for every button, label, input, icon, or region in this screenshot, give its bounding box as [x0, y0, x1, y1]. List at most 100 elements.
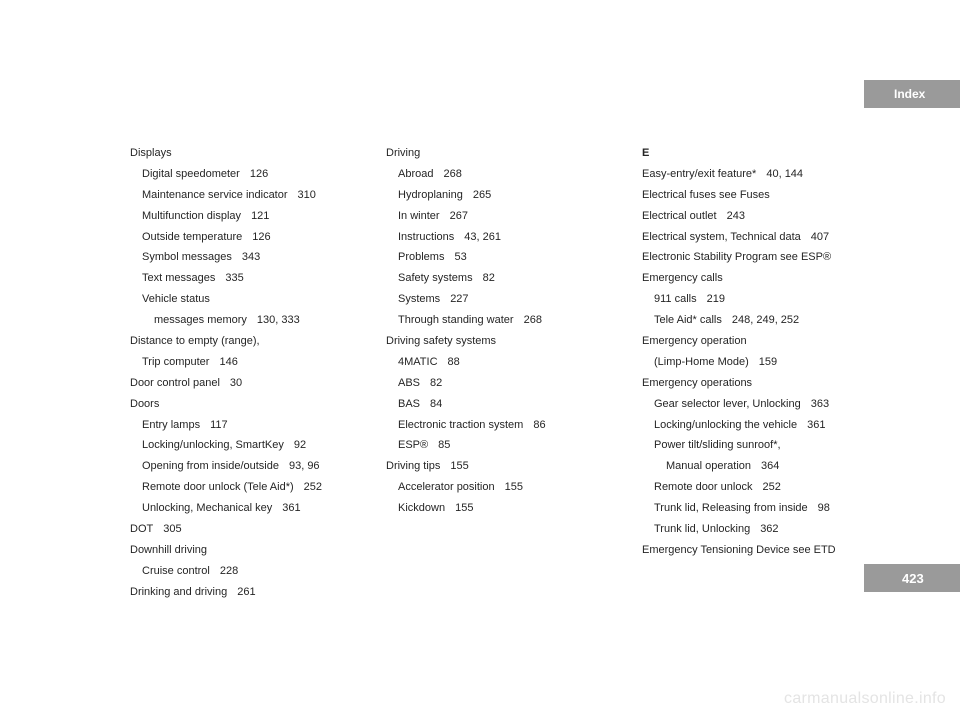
index-page-ref: 30 [230, 377, 242, 389]
index-term: Electrical outlet [642, 210, 717, 222]
index-page-ref: 92 [294, 439, 306, 451]
index-entry: Electronic Stability Program see ESP® [642, 247, 864, 268]
index-term: Manual operation [666, 460, 751, 472]
index-term: BAS [398, 398, 420, 410]
index-entry: Doors [130, 394, 352, 415]
index-page-ref: 130, 333 [257, 314, 300, 326]
index-term: Emergency operation [642, 335, 747, 347]
index-term: 911 calls [654, 293, 697, 305]
page-number-badge: 423 [864, 564, 960, 592]
index-term: Driving tips [386, 460, 440, 472]
index-entry: Text messages335 [130, 268, 352, 289]
index-page-ref: 146 [219, 356, 237, 368]
index-entry: ESP® 85 [386, 435, 608, 456]
index-page-ref: 126 [250, 168, 268, 180]
index-page-ref: 252 [304, 481, 322, 493]
index-term: ESP® [398, 439, 428, 451]
index-page-ref: 248, 249, 252 [732, 314, 799, 326]
index-entry: Digital speedometer126 [130, 164, 352, 185]
index-entry: Driving safety systems [386, 331, 608, 352]
index-entry: Door control panel 30 [130, 373, 352, 394]
index-entry: Emergency calls [642, 268, 864, 289]
index-term: Outside temperature [142, 231, 242, 243]
index-term: Electrical system, Technical data [642, 231, 801, 243]
index-page-ref: 155 [455, 502, 473, 514]
index-page-ref: 93, 96 [289, 460, 320, 472]
index-page-ref: 155 [505, 481, 523, 493]
index-entry: Systems 227 [386, 289, 608, 310]
index-term: Electrical fuses see Fuses [642, 189, 770, 201]
index-term: Locking/unlocking, SmartKey [142, 439, 284, 451]
index-term: Instructions [398, 231, 454, 243]
index-term: Text messages [142, 272, 215, 284]
index-term: ABS [398, 377, 420, 389]
index-entry: Electrical system, Technical data 407 [642, 227, 864, 248]
index-page-ref: 43, 261 [464, 231, 501, 243]
index-entry: 911 calls 219 [642, 289, 864, 310]
index-term: Maintenance service indicator [142, 189, 288, 201]
index-page-ref: 363 [811, 398, 829, 410]
index-term: Vehicle status [142, 293, 210, 305]
index-entry: ABS82 [386, 373, 608, 394]
index-columns: DisplaysDigital speedometer126 Maintenanc… [130, 143, 864, 603]
index-term: Emergency calls [642, 272, 723, 284]
index-term: Easy-entry/exit feature* [642, 168, 756, 180]
index-term: Multifunction display [142, 210, 241, 222]
index-entry: Displays [130, 143, 352, 164]
index-entry: Symbol messages343 [130, 247, 352, 268]
index-entry: Tele Aid* calls 248, 249, 252 [642, 310, 864, 331]
index-entry: Remote door unlock (Tele Aid*) 252 [130, 477, 352, 498]
index-term: Remote door unlock (Tele Aid*) [142, 481, 294, 493]
index-column-2: DrivingAbroad268Hydroplaning265In winter… [386, 143, 608, 603]
index-page-ref: 121 [251, 210, 269, 222]
index-page-ref: 343 [242, 251, 260, 263]
index-term: Electronic Stability Program see ESP® [642, 251, 831, 263]
index-term: In winter [398, 210, 440, 222]
index-page-ref: 265 [473, 189, 491, 201]
index-entry: In winter 267 [386, 206, 608, 227]
index-entry: Driving tips 155 [386, 456, 608, 477]
index-entry: Trunk lid, Unlocking362 [642, 519, 864, 540]
index-entry: Gear selector lever, Unlocking363 [642, 394, 864, 415]
index-entry: Instructions 43, 261 [386, 227, 608, 248]
index-entry: E [642, 143, 864, 164]
index-entry: Hydroplaning265 [386, 185, 608, 206]
index-entry: Outside temperature126 [130, 227, 352, 248]
index-page-ref: 85 [438, 439, 450, 451]
index-entry: Emergency Tensioning Device see ETD [642, 540, 864, 561]
index-term: Systems [398, 293, 440, 305]
index-page-ref: 84 [430, 398, 442, 410]
index-entry: Through standing water268 [386, 310, 608, 331]
index-entry: Distance to empty (range), [130, 331, 352, 352]
index-entry: Electrical outlet243 [642, 206, 864, 227]
index-entry: (Limp-Home Mode)159 [642, 352, 864, 373]
index-entry: Kickdown155 [386, 498, 608, 519]
index-term: Distance to empty (range), [130, 335, 260, 347]
index-page-ref: 159 [759, 356, 777, 368]
index-page-ref: 267 [450, 210, 468, 222]
index-page-ref: 252 [762, 481, 780, 493]
index-term: Opening from inside/outside [142, 460, 279, 472]
index-page-ref: 40, 144 [766, 168, 803, 180]
index-term: Driving safety systems [386, 335, 496, 347]
index-entry: Abroad268 [386, 164, 608, 185]
index-term: Safety systems [398, 272, 473, 284]
index-page-ref: 227 [450, 293, 468, 305]
index-entry: DOT305 [130, 519, 352, 540]
index-page-ref: 155 [450, 460, 468, 472]
index-page-ref: 219 [707, 293, 725, 305]
watermark-text: carmanualsonline.info [784, 690, 946, 708]
index-term: DOT [130, 523, 153, 535]
index-entry: Vehicle status [130, 289, 352, 310]
index-term: Downhill driving [130, 544, 207, 556]
index-term: Door control panel [130, 377, 220, 389]
index-page-ref: 117 [210, 419, 228, 431]
index-entry: Electronic traction system86 [386, 415, 608, 436]
index-page-ref: 407 [811, 231, 829, 243]
index-term: Doors [130, 398, 159, 410]
page-number: 423 [902, 571, 924, 586]
index-entry: Entry lamps117 [130, 415, 352, 436]
index-entry: Multifunction display 121 [130, 206, 352, 227]
index-entry: Accelerator position155 [386, 477, 608, 498]
index-term: Tele Aid* calls [654, 314, 722, 326]
